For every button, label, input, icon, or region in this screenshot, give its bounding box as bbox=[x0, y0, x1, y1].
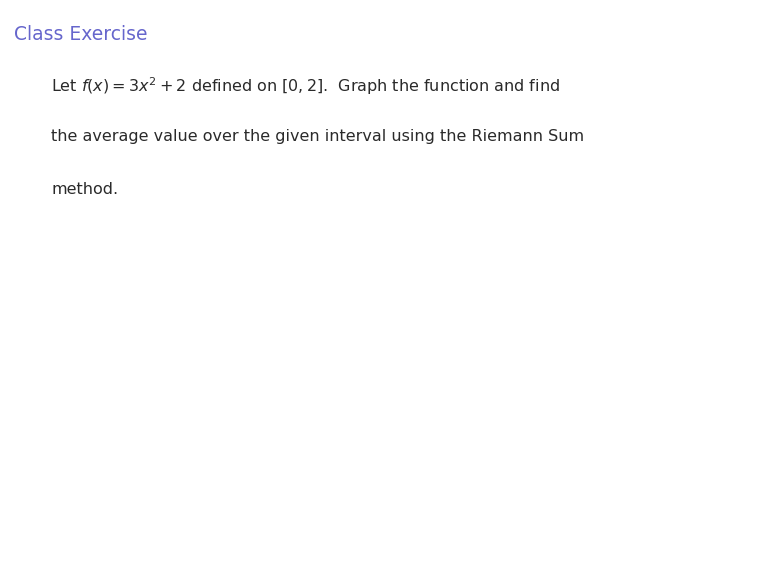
Text: Class Exercise: Class Exercise bbox=[14, 25, 147, 44]
Text: the average value over the given interval using the Riemann Sum: the average value over the given interva… bbox=[51, 129, 584, 144]
Text: Let $f(x) = 3x^2 + 2$ defined on $[0, 2]$.  Graph the function and find: Let $f(x) = 3x^2 + 2$ defined on $[0, 2]… bbox=[51, 76, 560, 98]
Text: method.: method. bbox=[51, 182, 119, 197]
